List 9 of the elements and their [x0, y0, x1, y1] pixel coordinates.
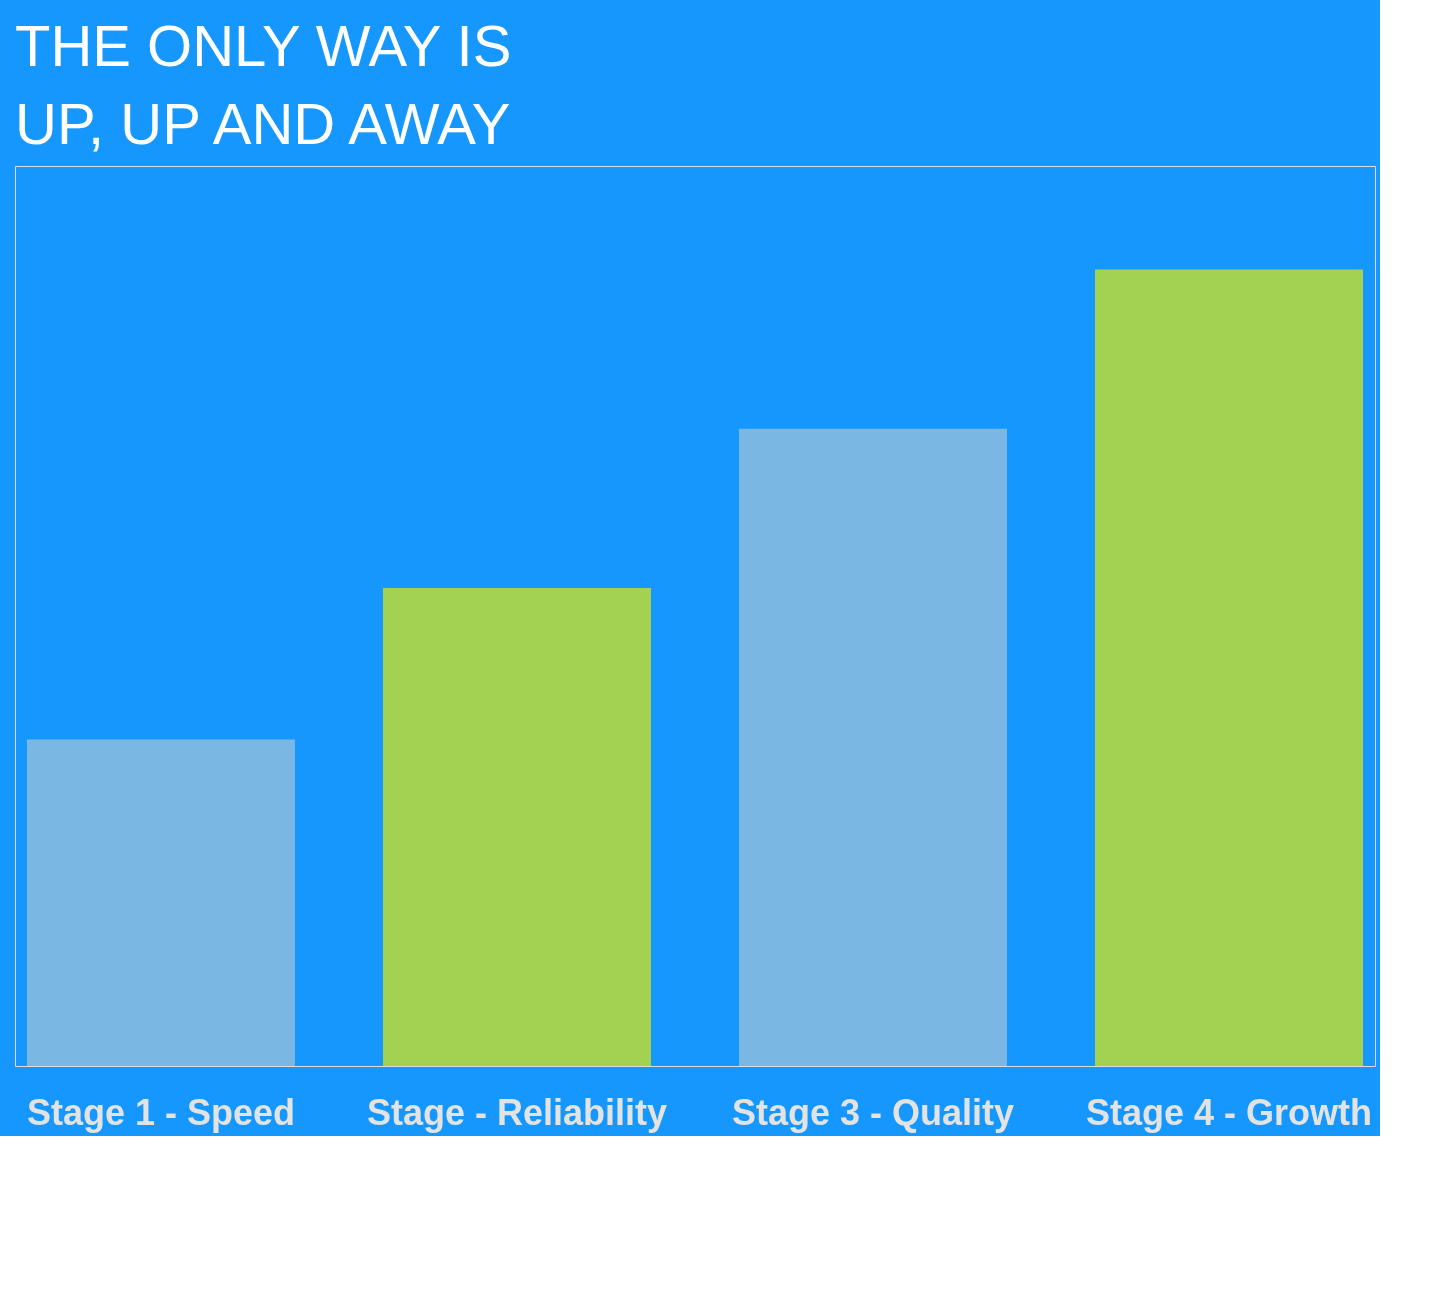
x-tick-label: Stage 3 - Quality	[731, 1091, 1015, 1133]
x-tick-label: Stage - Reliability	[366, 1091, 668, 1133]
bar	[1095, 269, 1364, 1066]
x-tick-label: Stage 4 - Growth	[1086, 1091, 1373, 1133]
x-tick-label: Stage 1 - Speed	[26, 1091, 296, 1133]
chart-title: THE ONLY WAY IS UP, UP AND AWAY	[15, 13, 512, 156]
bar	[739, 428, 1008, 1066]
bar	[26, 739, 295, 1066]
bar	[382, 588, 651, 1066]
